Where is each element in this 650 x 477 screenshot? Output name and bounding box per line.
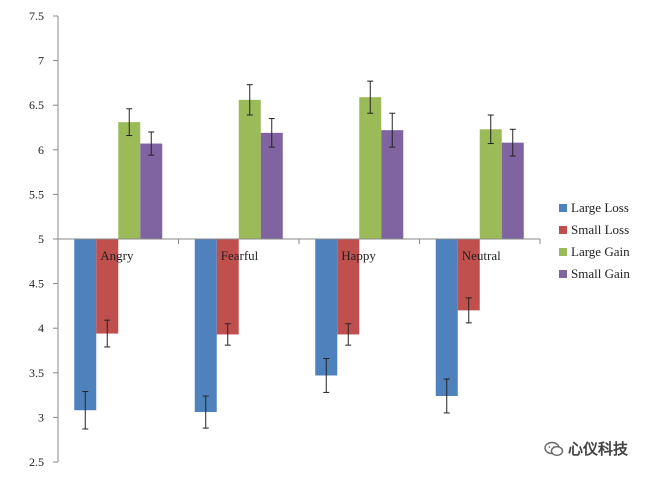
wechat-icon [544, 441, 564, 456]
bar-angry-large-loss [74, 239, 97, 411]
y-tick-label-6: 5.5 [29, 187, 44, 201]
watermark-text: 心仪科技 [567, 440, 628, 458]
bar-angry-small-loss [96, 239, 119, 334]
category-label-fearful: Fearful [221, 248, 259, 263]
bar-neutral-small-gain [501, 142, 524, 239]
y-tick-label-8: 6.5 [29, 98, 44, 112]
legend-swatch-2 [559, 248, 567, 256]
bar-fearful-large-gain [238, 99, 261, 240]
category-label-neutral: Neutral [462, 248, 501, 263]
y-tick-label-2: 3.5 [29, 366, 44, 380]
legend-swatch-0 [559, 204, 567, 212]
bar-angry-large-gain [118, 122, 141, 239]
legend-swatch-1 [559, 226, 567, 234]
bar-fearful-small-gain [260, 132, 283, 239]
bar-neutral-small-loss [457, 239, 480, 311]
y-tick-label-7: 6 [38, 143, 44, 157]
category-label-happy: Happy [341, 248, 376, 263]
y-tick-label-1: 3 [38, 410, 44, 424]
category-label-angry: Angry [100, 248, 134, 263]
y-tick-label-4: 4.5 [29, 277, 44, 291]
y-tick-label-3: 4 [38, 321, 44, 335]
bar-happy-large-gain [359, 97, 382, 239]
y-tick-label-5: 5 [38, 232, 44, 246]
legend-label-3: Small Gain [571, 266, 630, 281]
legend-label-0: Large Loss [571, 200, 629, 215]
legend-label-2: Large Gain [571, 244, 630, 259]
y-tick-label-9: 7 [38, 54, 44, 68]
y-tick-label-0: 2.5 [29, 455, 44, 469]
legend-label-1: Small Loss [571, 222, 629, 237]
bar-happy-small-loss [337, 239, 360, 335]
watermark: 心仪科技 [544, 438, 628, 459]
bar-angry-small-gain [140, 143, 163, 239]
bar-happy-small-gain [381, 130, 404, 239]
bar-neutral-large-gain [479, 129, 502, 239]
y-tick-label-10: 7.5 [29, 9, 44, 23]
bar-happy-large-loss [315, 239, 338, 376]
legend-swatch-3 [559, 270, 567, 278]
bar-neutral-large-loss [435, 239, 458, 396]
bar-fearful-small-loss [216, 239, 239, 335]
bar-fearful-large-loss [194, 239, 217, 413]
